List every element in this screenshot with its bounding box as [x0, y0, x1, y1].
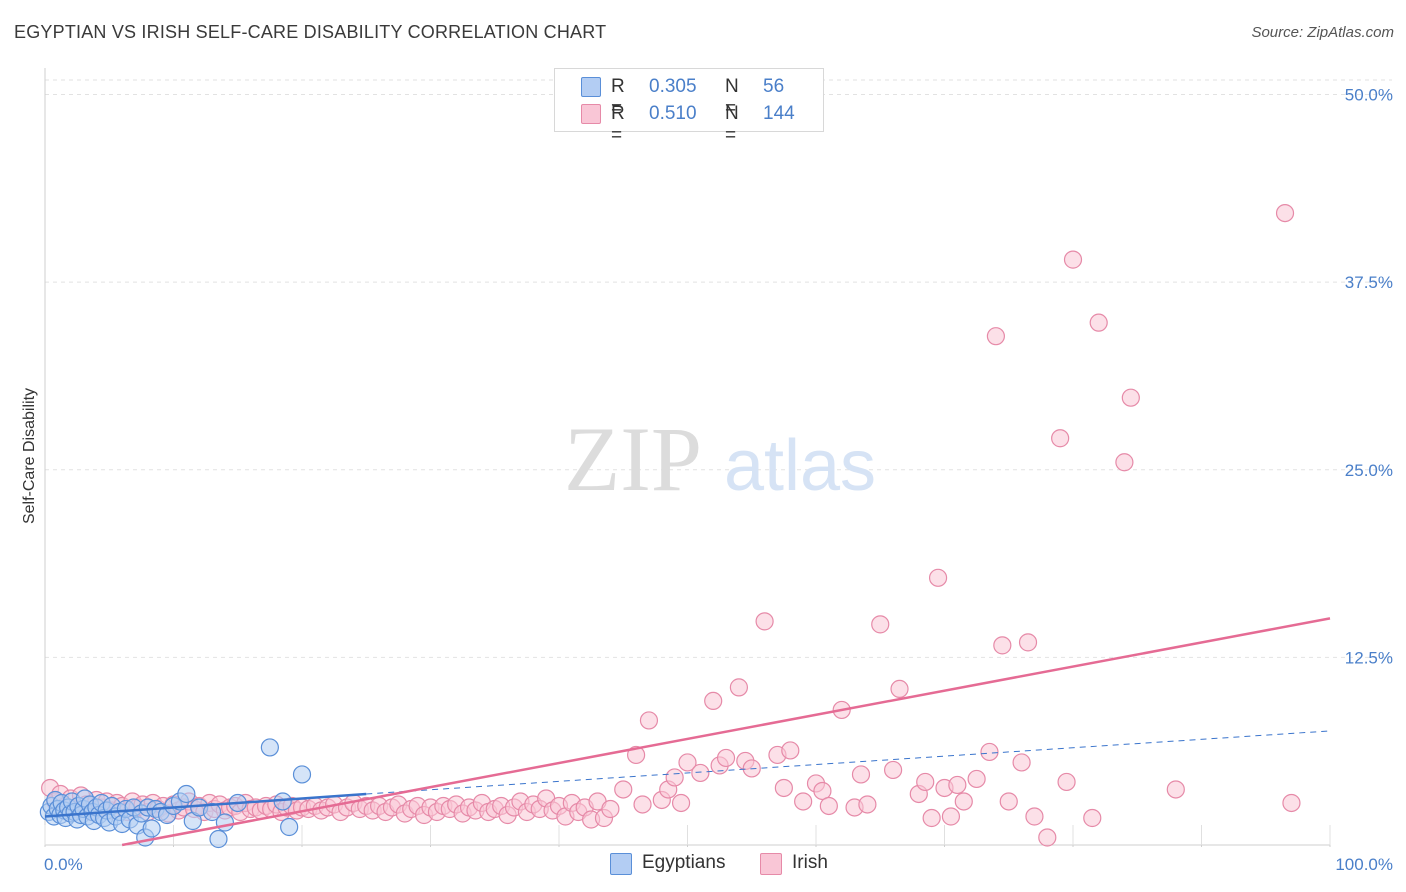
irish-point — [993, 636, 1012, 655]
egyptian-points — [39, 738, 312, 849]
egyptian-trend-line — [44, 792, 367, 818]
chart-title: EGYPTIAN VS IRISH SELF-CARE DISABILITY C… — [14, 22, 607, 42]
egyptian-trend-extension — [366, 730, 1331, 795]
irish-point — [1275, 203, 1295, 223]
irish-point — [948, 775, 967, 795]
irish-point — [1063, 250, 1083, 269]
irish-point — [967, 769, 986, 789]
watermark-zip: ZIP — [564, 408, 702, 510]
irish-point — [1166, 780, 1185, 799]
irish-point — [954, 792, 973, 811]
egyptians-swatch — [581, 77, 601, 97]
irish-point — [794, 792, 813, 811]
irish-point — [781, 741, 800, 760]
gridlines — [45, 79, 1392, 658]
irish-points — [41, 203, 1301, 847]
irish-point — [1115, 453, 1134, 472]
trend-lines — [44, 617, 1331, 847]
irish-point — [626, 745, 646, 765]
irish-point — [922, 808, 941, 828]
irish-point — [639, 711, 659, 730]
irish-point — [729, 678, 749, 697]
egyptian-point — [177, 784, 196, 804]
egyptian-point — [202, 802, 222, 822]
legend-n-label: N = — [725, 76, 739, 119]
irish-point — [1057, 772, 1076, 792]
irish-point — [1282, 793, 1301, 813]
irish-r-value: 0.510 — [649, 103, 697, 124]
irish-point — [665, 768, 684, 787]
egyptians-legend-label: Egyptians — [642, 852, 726, 873]
irish-point — [986, 327, 1006, 346]
irish-point — [916, 772, 935, 792]
irish-point — [601, 799, 620, 819]
egyptians-n-value: 56 — [763, 76, 785, 97]
irish-point — [671, 793, 691, 813]
egyptian-point — [209, 829, 228, 849]
y-tick-label: 25.0% — [1345, 461, 1393, 480]
egyptians-r-value: 0.305 — [649, 76, 697, 97]
irish-point — [999, 792, 1018, 811]
irish-point — [941, 807, 961, 826]
irish-point — [813, 781, 832, 801]
legend-n-label: N = — [725, 103, 739, 146]
irish-point — [704, 691, 723, 711]
irish-trend-line — [121, 617, 1331, 847]
legend-r-label: R = — [611, 103, 625, 146]
irish-point — [871, 615, 890, 634]
irish-point — [716, 748, 736, 768]
irish-point — [1089, 313, 1108, 332]
irish-point — [1018, 633, 1038, 652]
irish-point — [614, 780, 633, 799]
egyptian-point — [260, 738, 279, 757]
irish-point — [755, 612, 774, 631]
y-axis-label: Self-Care Disability — [21, 388, 38, 524]
irish-point — [774, 778, 793, 798]
irish-legend-label: Irish — [792, 852, 828, 873]
irish-point — [691, 763, 710, 783]
y-tick-label: 50.0% — [1345, 86, 1393, 105]
legend: R = 0.305 N = 56 R = 0.510 N = 144 — [554, 68, 824, 146]
watermark-atlas: atlas — [724, 426, 876, 506]
x-tick-label: 0.0% — [44, 855, 83, 874]
watermark: ZIP atlas — [564, 408, 876, 510]
x-tick-label: 100.0% — [1335, 855, 1393, 874]
irish-point — [851, 765, 871, 784]
irish-point — [858, 795, 877, 814]
irish-point — [890, 679, 909, 698]
irish-point — [678, 753, 697, 772]
irish-swatch — [581, 104, 601, 124]
egyptian-point — [215, 813, 234, 832]
irish-point — [1012, 753, 1031, 772]
y-tick-label: 12.5% — [1345, 648, 1393, 667]
irish-point — [980, 742, 999, 762]
irish-legend-swatch — [760, 853, 782, 875]
irish-point — [1083, 808, 1102, 828]
irish-point — [928, 568, 948, 587]
source-label: Source: ZipAtlas.com — [1251, 24, 1394, 41]
egyptian-point — [292, 765, 312, 784]
irish-point — [883, 760, 903, 780]
irish-point — [1051, 429, 1070, 448]
egyptians-legend-swatch — [610, 853, 632, 875]
irish-point — [1025, 807, 1044, 826]
irish-point — [1038, 828, 1057, 847]
irish-point — [633, 795, 652, 814]
egyptian-point — [142, 819, 161, 838]
y-tick-label: 37.5% — [1345, 273, 1393, 292]
irish-point — [1121, 388, 1140, 407]
irish-n-value: 144 — [763, 103, 795, 124]
legend-r-label: R = — [611, 76, 625, 119]
irish-point — [819, 796, 838, 816]
egyptian-point — [280, 817, 299, 837]
tick-labels: 12.5% 25.0% 37.5% 50.0% 0.0% 100.0% — [44, 86, 1393, 874]
